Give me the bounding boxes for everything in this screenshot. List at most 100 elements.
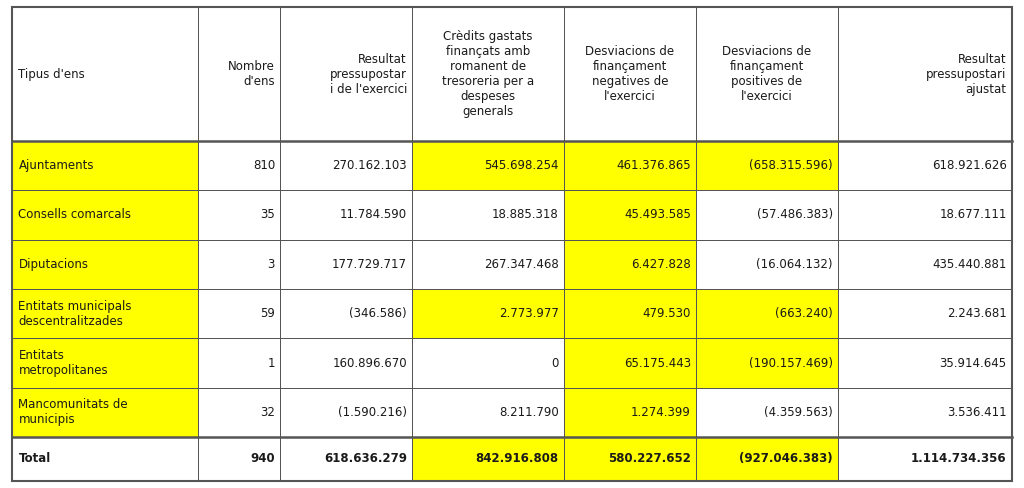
Bar [12,437,199,481]
Bar [838,437,1012,481]
Text: 8.211.790: 8.211.790 [499,406,559,419]
Bar [412,7,564,141]
Bar [199,388,281,437]
Text: 35.914.645: 35.914.645 [939,357,1007,369]
Text: (663.240): (663.240) [775,307,833,320]
Text: 1.274.399: 1.274.399 [631,406,691,419]
Text: Mancomunitats de
municipis: Mancomunitats de municipis [18,398,128,427]
Bar [564,141,696,437]
Bar [12,141,199,190]
Bar [838,240,1012,289]
Bar [564,7,696,141]
Bar [281,338,412,388]
Bar [838,190,1012,240]
Bar [564,437,696,481]
Text: 45.493.585: 45.493.585 [624,208,691,222]
Bar [199,7,281,141]
Text: Diputacions: Diputacions [18,258,88,271]
Bar [696,141,838,190]
Text: 6.427.828: 6.427.828 [631,258,691,271]
Bar [281,7,412,141]
Text: 0: 0 [552,357,559,369]
Text: (1.590.216): (1.590.216) [338,406,407,419]
Text: 1.114.734.356: 1.114.734.356 [911,452,1007,466]
Text: Resultat
pressupostar
i de l'exercici: Resultat pressupostar i de l'exercici [330,53,407,96]
Bar [412,141,564,190]
Text: Consells comarcals: Consells comarcals [18,208,131,222]
Text: Ajuntaments: Ajuntaments [18,159,94,172]
Bar [696,437,838,481]
Bar [696,7,838,141]
Bar [412,141,564,190]
Text: Total: Total [18,452,50,466]
Bar [564,388,696,437]
Bar [696,437,838,481]
Bar [696,141,838,190]
Text: 461.376.865: 461.376.865 [616,159,691,172]
Bar [564,190,696,240]
Bar [12,289,199,338]
Text: 59: 59 [260,307,275,320]
Bar [696,338,838,388]
Text: (57.486.383): (57.486.383) [757,208,833,222]
Bar [412,289,564,338]
Text: Nombre
d'ens: Nombre d'ens [228,60,275,88]
Bar [696,289,838,338]
Bar [696,338,838,388]
Text: 940: 940 [251,452,275,466]
Text: 842.916.808: 842.916.808 [476,452,559,466]
Bar [12,240,199,289]
Bar [838,289,1012,338]
Bar [412,388,564,437]
Text: 479.530: 479.530 [642,307,691,320]
Bar [838,388,1012,437]
Bar [12,141,199,437]
Text: (190.157.469): (190.157.469) [749,357,833,369]
Bar [564,338,696,388]
Text: 3: 3 [267,258,275,271]
Text: (346.586): (346.586) [349,307,407,320]
Bar [412,437,564,481]
Bar [564,141,696,190]
Text: 435.440.881: 435.440.881 [932,258,1007,271]
Bar [838,338,1012,388]
Bar [199,289,281,338]
Text: 545.698.254: 545.698.254 [484,159,559,172]
Text: 3.536.411: 3.536.411 [947,406,1007,419]
Text: Tipus d'ens: Tipus d'ens [18,67,85,81]
Text: (658.315.596): (658.315.596) [750,159,833,172]
Bar [12,190,199,240]
Bar [412,437,564,481]
Bar [12,388,199,437]
Text: 580.227.652: 580.227.652 [608,452,691,466]
Bar [12,7,199,141]
Bar [412,190,564,240]
Text: 810: 810 [253,159,275,172]
Text: (4.359.563): (4.359.563) [764,406,833,419]
Text: Crèdits gastats
finançats amb
romanent de
tresoreria per a
despeses
generals: Crèdits gastats finançats amb romanent d… [442,30,535,118]
Bar [199,437,281,481]
Bar [412,289,564,338]
Bar [281,141,412,190]
Text: Desviacions de
finançament
negatives de
l'exercici: Desviacions de finançament negatives de … [586,45,675,103]
Bar [281,388,412,437]
Bar [838,7,1012,141]
Text: 35: 35 [260,208,275,222]
Text: 11.784.590: 11.784.590 [340,208,407,222]
Bar [199,190,281,240]
Bar [696,388,838,437]
Bar [281,240,412,289]
Bar [564,437,696,481]
Bar [281,289,412,338]
Bar [412,240,564,289]
Bar [564,289,696,338]
Text: 618.921.626: 618.921.626 [932,159,1007,172]
Bar [838,141,1012,190]
Bar [564,240,696,289]
Bar [696,240,838,289]
Bar [412,338,564,388]
Bar [696,289,838,338]
Bar [281,437,412,481]
Bar [12,338,199,388]
Text: 18.885.318: 18.885.318 [493,208,559,222]
